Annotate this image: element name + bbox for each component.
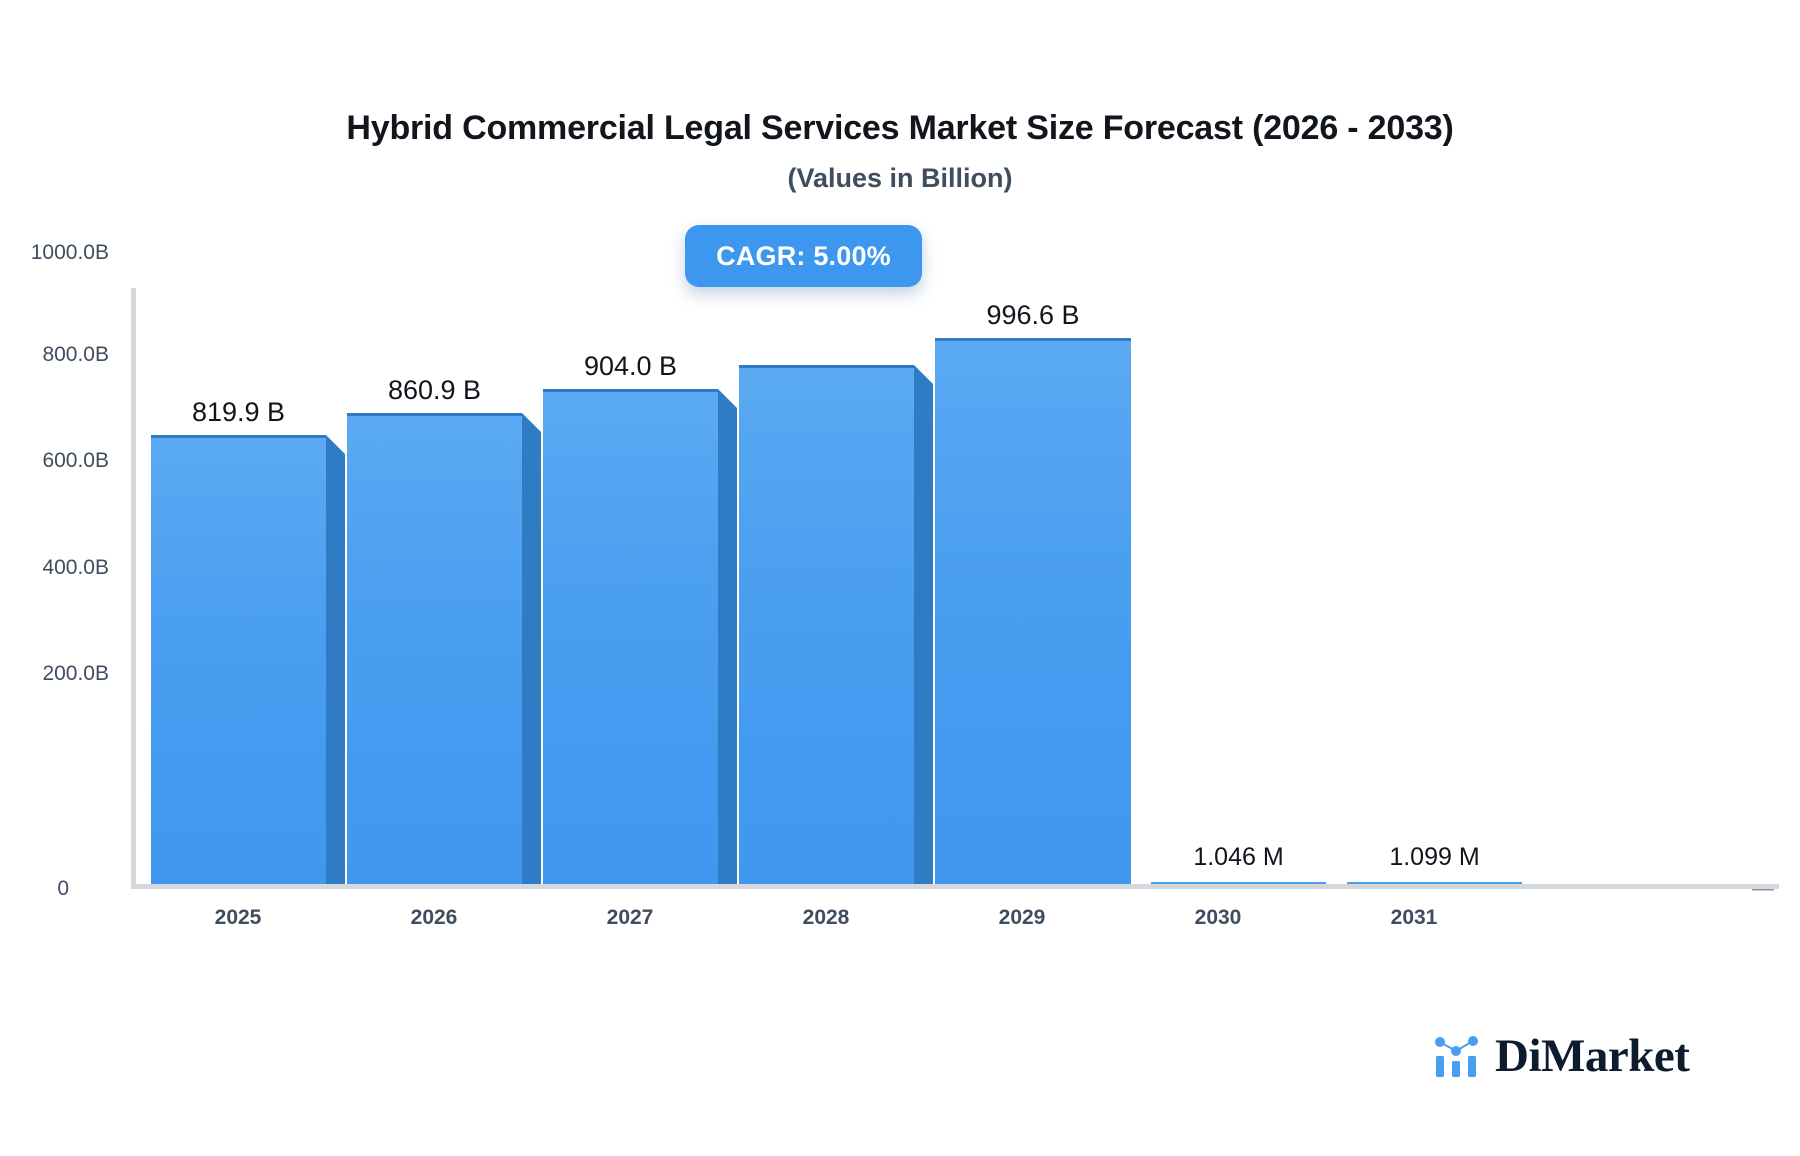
chart-subtitle: (Values in Billion) <box>787 162 1013 193</box>
y-axis-tick-1000: 1000.0B <box>30 241 109 264</box>
bar-2026-side <box>522 413 541 884</box>
bar-2031-value-label: 1.099 M <box>1389 843 1480 871</box>
x-axis-tick-2027: 2027 <box>606 906 654 929</box>
bar-2027[interactable]: 904.0 B <box>543 351 737 884</box>
x-axis-tick-2028: 2028 <box>802 906 850 929</box>
x-axis-tick-2030: 2030 <box>1194 906 1242 929</box>
bar-2029-value-label: 996.6 B <box>986 300 1080 330</box>
bar-2026-value-label: 860.9 B <box>387 375 482 405</box>
y-axis-line <box>131 288 136 889</box>
brand-logo: DiMarket <box>1433 1029 1690 1082</box>
bar-2030-face <box>1151 882 1326 884</box>
bar-chart-icon <box>1433 1032 1481 1080</box>
x-axis-tick-2026: 2026 <box>410 906 458 929</box>
cagr-badge-label: CAGR: 5.00% <box>716 240 891 271</box>
x-axis-tick-2029: 2029 <box>998 906 1046 929</box>
y-axis-tick-400: 400.0B <box>42 556 109 579</box>
bar-2030[interactable]: 1.046 M <box>1151 843 1326 884</box>
cagr-badge[interactable]: CAGR: 5.00% <box>685 225 922 287</box>
bar-2028-side <box>914 365 933 884</box>
plot-area: 819.9 B 860.9 B 904.0 B 996.6 B 1.046 M … <box>131 288 1779 889</box>
y-axis-zero-tick-mark <box>1752 887 1774 891</box>
bar-2031[interactable]: 1.099 M <box>1347 843 1522 884</box>
bar-2025-side <box>326 435 345 884</box>
bar-2025-value-label: 819.9 B <box>191 397 286 427</box>
bar-2027-side <box>718 389 737 884</box>
x-axis-line <box>131 884 1779 889</box>
bar-2029-face <box>935 338 1131 884</box>
y-axis-tick-0: 0 <box>57 877 69 900</box>
x-axis-tick-2025: 2025 <box>214 906 262 929</box>
brand-name: DiMarket <box>1495 1029 1690 1082</box>
bar-2026-face <box>347 413 522 884</box>
y-axis-tick-600: 600.0B <box>42 449 109 472</box>
bar-2027-face <box>543 389 718 884</box>
bar-2028-face <box>739 365 914 884</box>
bar-2031-face <box>1347 882 1522 884</box>
bar-2029[interactable]: 996.6 B <box>935 300 1131 884</box>
y-axis: 1000.0B 800.0B 600.0B 400.0B 200.0B 0 <box>0 0 131 1156</box>
bar-2025[interactable]: 819.9 B <box>151 397 345 884</box>
bar-2027-value-label: 904.0 B <box>583 351 678 381</box>
chart-title: Hybrid Commercial Legal Services Market … <box>346 109 1454 147</box>
bar-2025-face <box>151 435 326 884</box>
bar-2028[interactable] <box>739 365 933 884</box>
chart-header: Hybrid Commercial Legal Services Market … <box>0 108 1800 194</box>
x-axis-tick-2031: 2031 <box>1390 906 1438 929</box>
y-axis-tick-200: 200.0B <box>42 662 109 685</box>
bar-2026[interactable]: 860.9 B <box>347 375 541 884</box>
y-axis-tick-800: 800.0B <box>42 343 109 366</box>
bar-2030-value-label: 1.046 M <box>1193 843 1284 871</box>
